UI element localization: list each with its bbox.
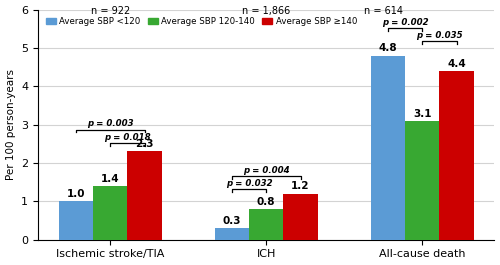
Text: n = 614: n = 614 — [364, 6, 403, 16]
Text: 4.8: 4.8 — [378, 43, 397, 53]
Text: 0.3: 0.3 — [222, 216, 241, 226]
Bar — [405, 121, 440, 240]
Text: 1.2: 1.2 — [292, 181, 310, 191]
Y-axis label: Per 100 person-years: Per 100 person-years — [6, 69, 16, 180]
Bar — [370, 56, 405, 240]
Text: p = 0.035: p = 0.035 — [416, 31, 463, 40]
Text: p = 0.032: p = 0.032 — [226, 179, 272, 188]
Text: p = 0.003: p = 0.003 — [87, 120, 134, 129]
Bar — [58, 201, 93, 240]
Text: n = 1,866: n = 1,866 — [242, 6, 290, 16]
Text: p = 0.018: p = 0.018 — [104, 133, 150, 142]
Bar — [284, 194, 318, 240]
Bar — [128, 152, 162, 240]
Bar — [249, 209, 284, 240]
Bar — [440, 71, 474, 240]
Text: 3.1: 3.1 — [413, 108, 432, 118]
Text: 1.4: 1.4 — [101, 174, 119, 184]
Text: 4.4: 4.4 — [447, 59, 466, 69]
Text: 1.0: 1.0 — [66, 189, 85, 199]
Bar — [214, 228, 249, 240]
Text: p = 0.004: p = 0.004 — [243, 166, 290, 175]
Legend: Average SBP <120, Average SBP 120-140, Average SBP ≥140: Average SBP <120, Average SBP 120-140, A… — [42, 14, 360, 30]
Text: 0.8: 0.8 — [257, 197, 276, 207]
Bar — [93, 186, 128, 240]
Text: n = 922: n = 922 — [90, 6, 130, 16]
Text: 2.3: 2.3 — [136, 139, 154, 149]
Text: p = 0.002: p = 0.002 — [382, 18, 428, 27]
